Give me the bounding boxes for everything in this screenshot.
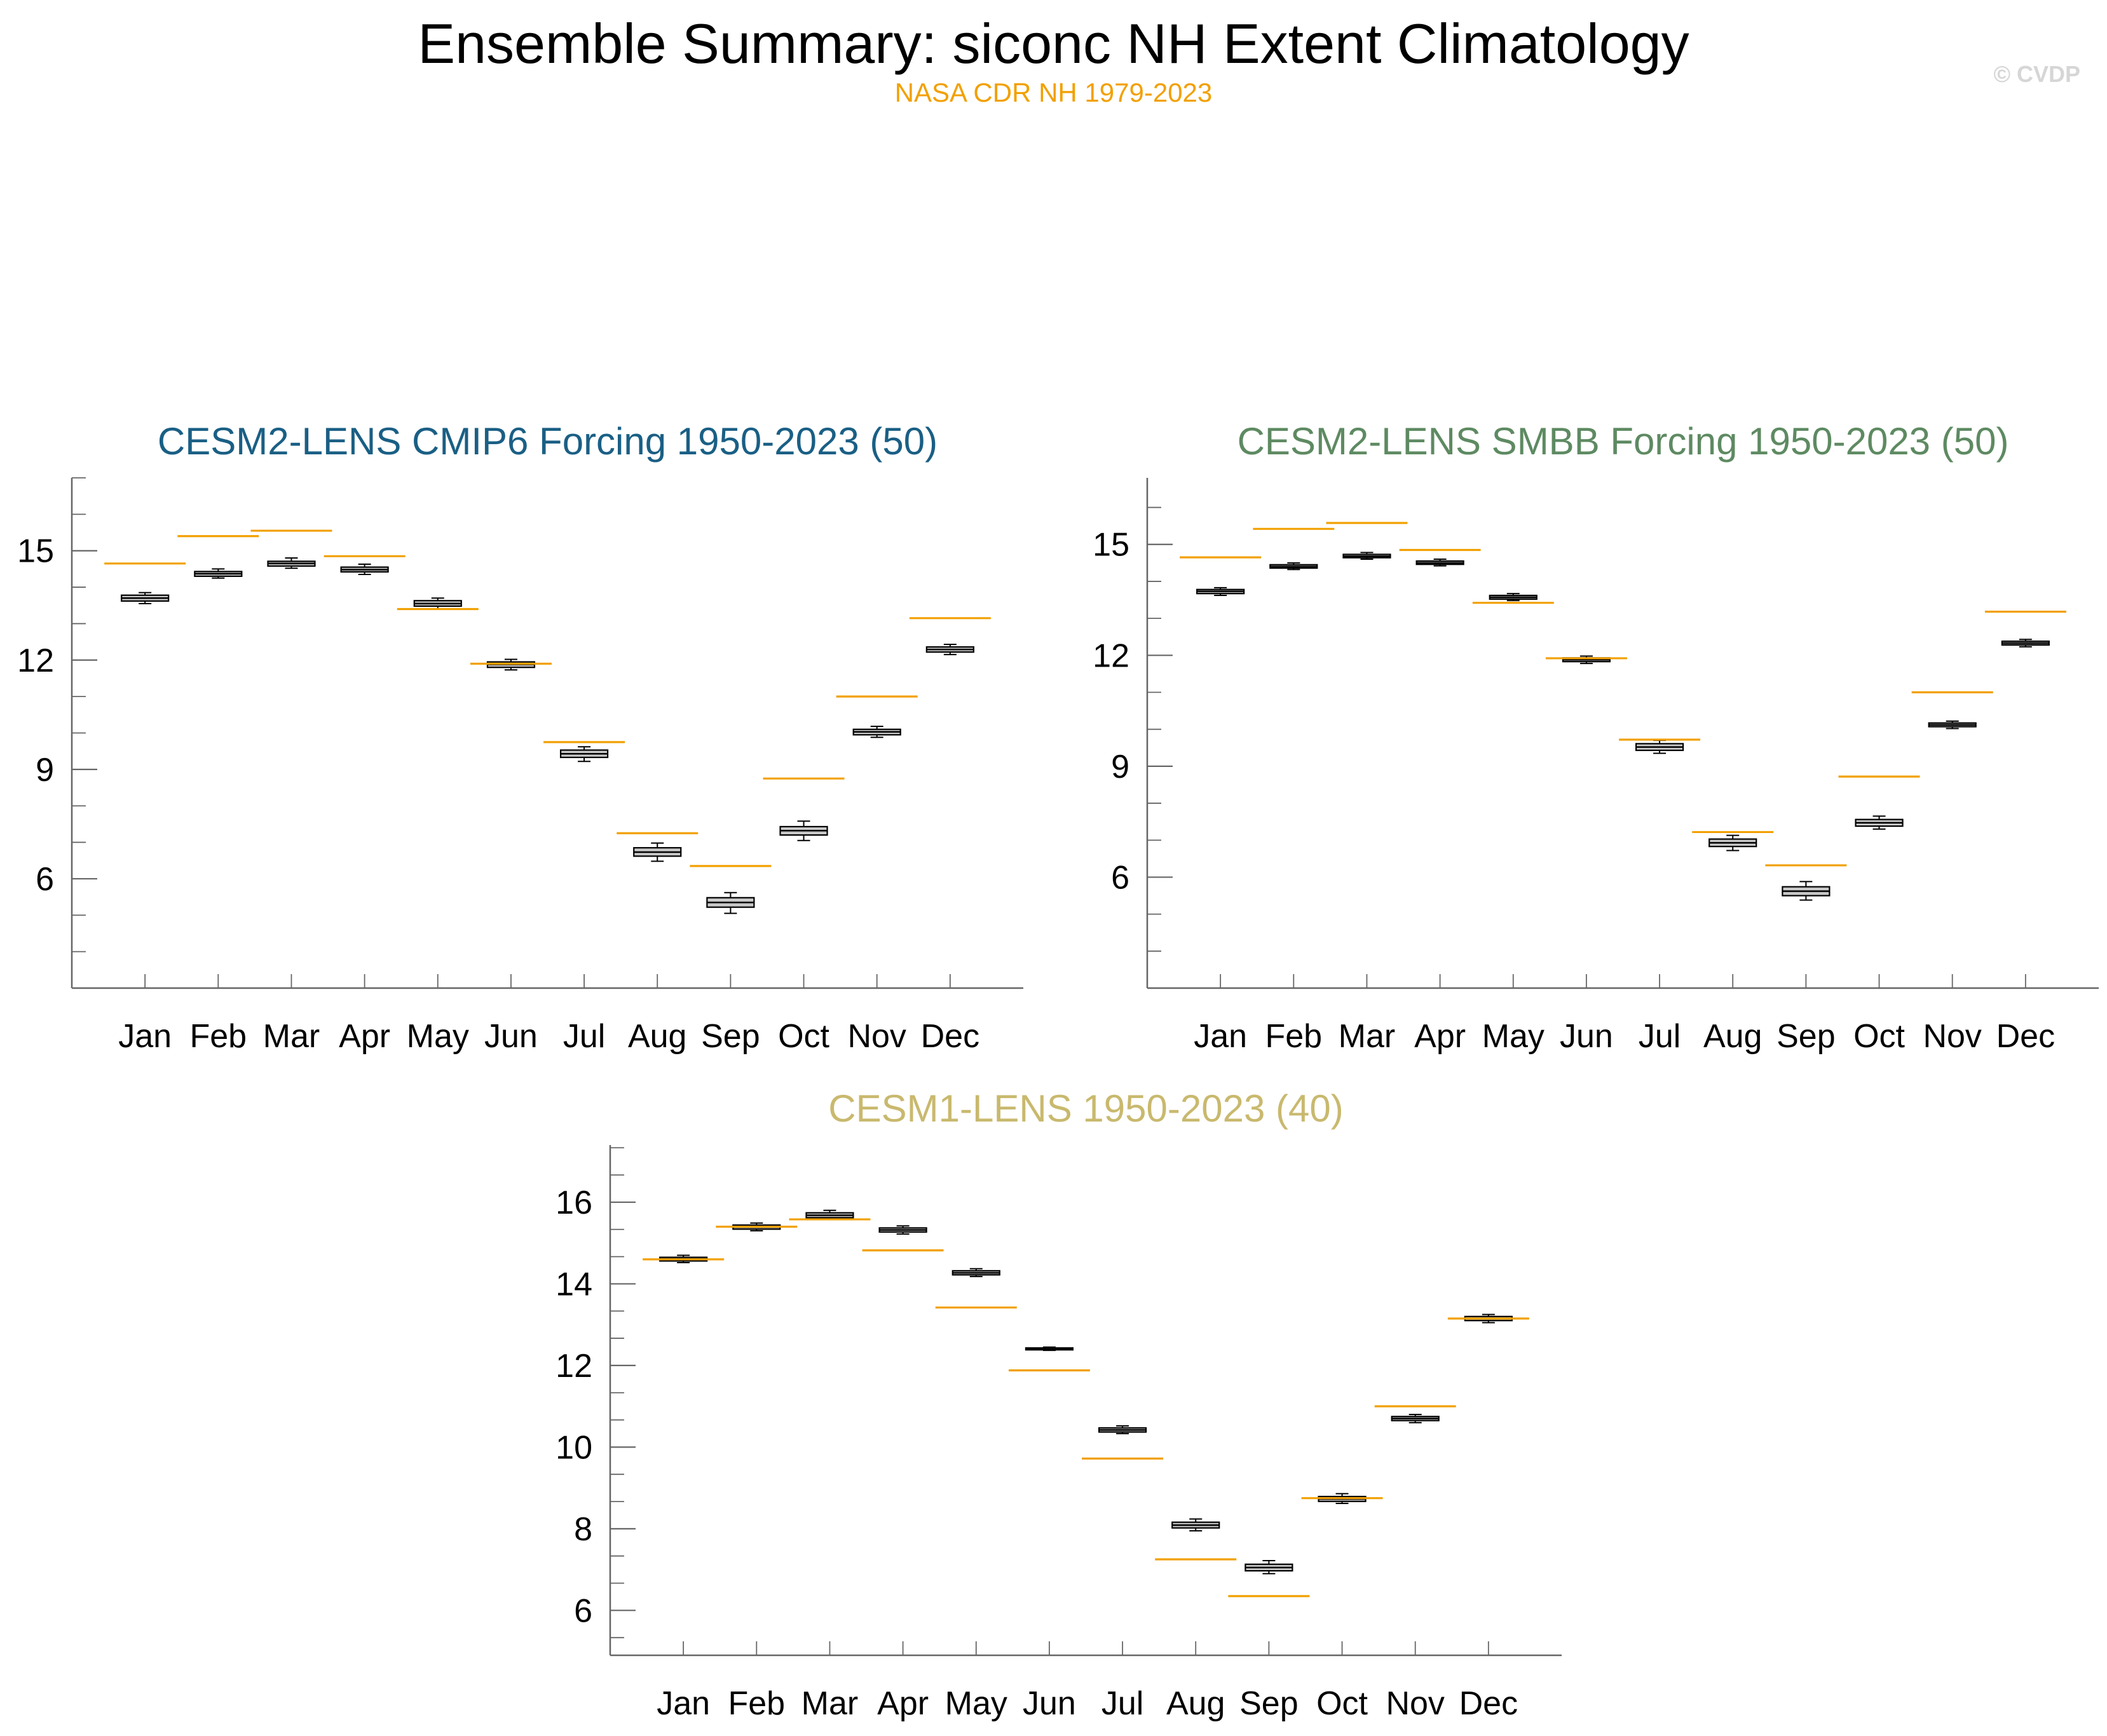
box-aug [1708, 834, 1757, 851]
x-tick-label: Aug [1166, 1685, 1225, 1722]
box-dec [925, 644, 974, 656]
box-jul [1098, 1425, 1147, 1435]
y-tick-label: 12 [1093, 637, 1129, 674]
x-tick-label: Jul [563, 1018, 605, 1055]
panel-title: CESM1-LENS 1950-2023 (40) [828, 1087, 1343, 1130]
x-tick-label: May [945, 1685, 1007, 1722]
x-tick-label: Feb [190, 1018, 247, 1055]
x-tick-label: Sep [1239, 1685, 1299, 1722]
x-tick-label: Oct [1853, 1018, 1905, 1055]
x-tick-label: Feb [728, 1685, 786, 1722]
box-aug [633, 842, 682, 862]
x-tick-label: Aug [628, 1018, 687, 1055]
box-oct [1855, 815, 1904, 830]
y-tick-label: 12 [556, 1348, 592, 1385]
x-tick-label: Jan [118, 1018, 172, 1055]
x-tick-label: Apr [339, 1018, 390, 1055]
x-tick-label: Nov [1923, 1018, 1981, 1055]
figure-subtitle: NASA CDR NH 1979-2023 [894, 78, 1213, 107]
watermark-logo: © CVDP [1993, 61, 2080, 87]
x-tick-label: Jul [1639, 1018, 1681, 1055]
box-apr [340, 563, 389, 575]
x-tick-label: Mar [801, 1685, 859, 1722]
x-tick-label: May [1482, 1018, 1544, 1055]
y-tick-label: 6 [1111, 859, 1129, 896]
y-tick-label: 16 [556, 1184, 592, 1221]
y-tick-label: 14 [556, 1266, 592, 1303]
x-tick-label: Nov [1386, 1685, 1444, 1722]
y-tick-label: 6 [36, 861, 54, 898]
x-tick-label: Aug [1703, 1018, 1763, 1055]
panel-title: CESM2-LENS CMIP6 Forcing 1950-2023 (50) [158, 420, 938, 463]
y-tick-label: 6 [574, 1592, 592, 1629]
box-jan [1196, 587, 1245, 597]
panel-title: CESM2-LENS SMBB Forcing 1950-2023 (50) [1238, 420, 2009, 463]
box-nov [1391, 1413, 1440, 1423]
box-apr [878, 1225, 927, 1235]
box-jun [1025, 1346, 1074, 1352]
panel-cesm1-lens: CESM1-LENS 1950-2023 (40) 6 8 10 12 14 16 Jan Fe… [556, 1087, 1562, 1722]
x-tick-label: Oct [1316, 1685, 1368, 1722]
y-tick-label: 9 [1111, 749, 1129, 785]
box-sep [1244, 1559, 1293, 1575]
x-tick-label: Jun [1560, 1018, 1613, 1055]
x-tick-label: Jan [657, 1685, 710, 1722]
x-tick-label: Sep [1776, 1018, 1836, 1055]
box-nov [1928, 720, 1977, 729]
x-tick-label: Apr [877, 1685, 929, 1722]
box-jun [1562, 655, 1611, 665]
box-sep [1782, 881, 1831, 901]
x-tick-label: Oct [778, 1018, 829, 1055]
x-tick-label: Dec [1459, 1685, 1518, 1722]
box-mar [1342, 552, 1391, 560]
x-tick-label: Mar [1339, 1018, 1396, 1055]
box-aug [1171, 1518, 1220, 1532]
box-feb [194, 568, 243, 579]
x-tick-label: May [407, 1018, 469, 1055]
box-apr [1415, 559, 1464, 567]
x-tick-label: Feb [1265, 1018, 1323, 1055]
box-jul [559, 746, 609, 763]
box-mar [267, 557, 316, 569]
x-tick-label: Nov [847, 1018, 906, 1055]
box-nov [852, 726, 901, 738]
y-tick-label: 12 [17, 642, 54, 679]
box-may [413, 597, 462, 610]
panel-cesm2-smbb: CESM2-LENS SMBB Forcing 1950-2023 (50) 6 9… [1093, 420, 2099, 1055]
x-tick-label: Sep [701, 1018, 760, 1055]
y-tick-label: 9 [36, 752, 54, 789]
x-tick-label: Jan [1194, 1018, 1247, 1055]
x-tick-label: Dec [921, 1018, 979, 1055]
x-tick-label: Apr [1414, 1018, 1466, 1055]
box-oct [779, 820, 828, 841]
box-may [951, 1268, 1000, 1277]
x-tick-label: Dec [1996, 1018, 2055, 1055]
box-jan [121, 592, 170, 604]
y-tick-label: 15 [17, 533, 54, 570]
y-tick-label: 10 [556, 1429, 592, 1466]
x-tick-label: Jul [1101, 1685, 1143, 1722]
x-tick-label: Mar [263, 1018, 320, 1055]
panel-cesm2-cmip6: CESM2-LENS CMIP6 Forcing 1950-2023 (50) 6… [17, 420, 1023, 1055]
y-tick-label: 8 [574, 1511, 592, 1548]
y-tick-label: 15 [1093, 527, 1129, 564]
figure-title: Ensemble Summary: siconc NH Extent Clima… [418, 12, 1689, 75]
box-sep [706, 892, 755, 914]
x-tick-label: Jun [484, 1018, 538, 1055]
box-may [1489, 593, 1538, 602]
box-feb [1269, 562, 1318, 571]
box-dec [2001, 639, 2050, 648]
box-jul [1635, 740, 1684, 754]
x-tick-label: Jun [1023, 1685, 1076, 1722]
